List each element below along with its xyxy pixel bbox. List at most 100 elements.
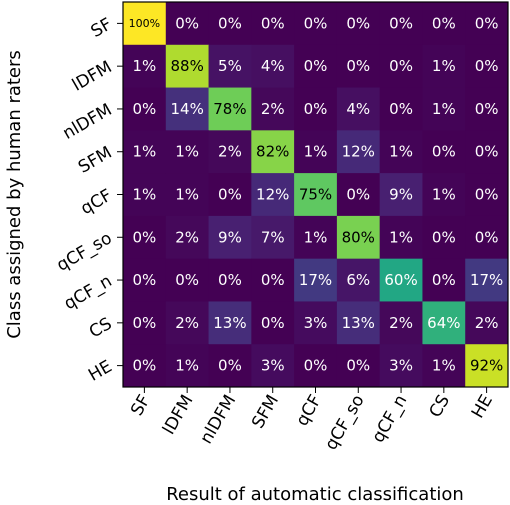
x-tick-label: qCF_so xyxy=(321,392,368,454)
heatmap-cell-r0-c5 xyxy=(336,2,381,46)
x-tick-label: nlDFM xyxy=(196,392,240,448)
cell-value-label: 0% xyxy=(261,14,285,32)
cell-value-label: 1% xyxy=(389,228,413,246)
cell-value-label: 0% xyxy=(475,228,499,246)
cell-value-label: 2% xyxy=(475,314,499,332)
heatmap-cell-r0-c1 xyxy=(165,2,210,46)
heatmap-cell-r7-c6 xyxy=(379,301,423,345)
cell-value-label: 1% xyxy=(132,57,156,75)
cell-value-label: 2% xyxy=(218,143,242,161)
cell-value-label: 0% xyxy=(261,314,285,332)
cell-value-label: 0% xyxy=(475,100,499,118)
x-tick-label: qCF xyxy=(292,392,326,430)
cell-value-label: 2% xyxy=(261,100,285,118)
heatmap-cell-r5-c6 xyxy=(379,215,423,260)
cell-value-label: 9% xyxy=(218,228,242,246)
y-tick-label: qCF_so xyxy=(53,228,115,275)
heatmap-cell-r2-c5 xyxy=(336,87,381,131)
heatmap-cell-r6-c1 xyxy=(165,258,210,302)
cell-value-label: 1% xyxy=(132,143,156,161)
heatmap-cell-r1-c7 xyxy=(422,44,466,89)
cell-value-label: 0% xyxy=(432,14,456,32)
cell-value-label: 12% xyxy=(342,143,375,161)
cell-value-label: 100% xyxy=(129,17,160,30)
cell-value-label: 0% xyxy=(432,228,456,246)
heatmap-cell-r0-c4 xyxy=(294,2,338,46)
cell-value-label: 0% xyxy=(304,100,328,118)
cell-value-label: 0% xyxy=(261,271,285,289)
heatmap-cell-r7-c5 xyxy=(336,301,381,345)
cell-value-label: 0% xyxy=(304,57,328,75)
heatmap-cell-r3-c5 xyxy=(336,130,381,174)
cell-value-label: 2% xyxy=(175,314,199,332)
heatmap-cell-r4-c4 xyxy=(294,173,338,217)
heatmap-cell-r0-c8 xyxy=(465,2,509,46)
cell-value-label: 80% xyxy=(342,228,375,246)
cell-value-label: 0% xyxy=(132,271,156,289)
cell-value-label: 13% xyxy=(213,314,246,332)
cell-value-label: 1% xyxy=(175,143,199,161)
x-axis-label: Result of automatic classification xyxy=(166,484,464,505)
x-tick-label: lDFM xyxy=(159,392,197,439)
heatmap-cell-r4-c6 xyxy=(379,173,423,217)
heatmap-cell-r2-c2 xyxy=(208,87,252,131)
cell-value-label: 6% xyxy=(346,271,370,289)
heatmap-cell-r3-c8 xyxy=(465,130,509,174)
heatmap-cell-r3-c1 xyxy=(165,130,210,174)
heatmap-cell-r6-c7 xyxy=(422,258,466,302)
heatmap-cell-r8-c7 xyxy=(422,344,466,388)
cell-value-label: 0% xyxy=(432,143,456,161)
cell-value-label: 3% xyxy=(304,314,328,332)
cell-value-label: 7% xyxy=(261,228,285,246)
cell-value-label: 4% xyxy=(346,100,370,118)
cell-value-label: 0% xyxy=(304,357,328,375)
heatmap-cell-r1-c2 xyxy=(208,44,252,89)
cell-value-label: 60% xyxy=(384,271,417,289)
y-tick-label: lDFM xyxy=(69,57,116,95)
heatmap-cell-r6-c5 xyxy=(336,258,381,302)
heatmap-cell-r6-c8 xyxy=(465,258,509,302)
heatmap-cell-r2-c6 xyxy=(379,87,423,131)
heatmap-cell-r1-c1 xyxy=(165,44,210,89)
heatmap-cell-r6-c2 xyxy=(208,258,252,302)
heatmap-cell-r4-c1 xyxy=(165,173,210,217)
heatmap-cell-r4-c8 xyxy=(465,173,509,217)
y-tick-label: CS xyxy=(86,314,116,343)
y-tick-label: qCF_n xyxy=(61,271,116,314)
y-tick-label: SF xyxy=(88,14,116,42)
cell-value-label: 82% xyxy=(256,143,289,161)
heatmap-cell-r3-c7 xyxy=(422,130,466,174)
cell-value-label: 75% xyxy=(299,186,332,204)
heatmap-cell-r8-c5 xyxy=(336,344,381,388)
heatmap-cell-r1-c6 xyxy=(379,44,423,89)
heatmap-cell-r0-c2 xyxy=(208,2,252,46)
cell-value-label: 1% xyxy=(175,186,199,204)
heatmap-cell-r6-c0 xyxy=(123,258,167,302)
heatmap-cell-r1-c0 xyxy=(123,44,167,89)
cell-value-label: 0% xyxy=(175,14,199,32)
heatmap-cell-r1-c5 xyxy=(336,44,381,89)
cell-value-label: 0% xyxy=(346,186,370,204)
cell-value-label: 13% xyxy=(342,314,375,332)
heatmap-cell-r5-c3 xyxy=(251,215,295,260)
heatmap-cell-r3-c0 xyxy=(123,130,167,174)
cell-value-label: 17% xyxy=(470,271,503,289)
cell-value-label: 1% xyxy=(432,100,456,118)
cell-value-label: 92% xyxy=(470,357,503,375)
heatmap-cell-r0-c6 xyxy=(379,2,423,46)
heatmap-cell-r8-c8 xyxy=(465,344,509,388)
cell-value-label: 0% xyxy=(218,186,242,204)
heatmap-cell-r6-c6 xyxy=(379,258,423,302)
cell-value-label: 64% xyxy=(427,314,460,332)
heatmap-cell-r2-c4 xyxy=(294,87,338,131)
heatmap-cell-r4-c3 xyxy=(251,173,295,217)
cell-value-label: 0% xyxy=(175,271,199,289)
cell-value-label: 0% xyxy=(389,57,413,75)
x-tick-label: SF xyxy=(127,392,155,420)
cell-value-label: 14% xyxy=(170,100,203,118)
heatmap-cell-r2-c7 xyxy=(422,87,466,131)
heatmap-cell-r0-c3 xyxy=(251,2,295,46)
heatmap-cell-r8-c1 xyxy=(165,344,210,388)
heatmap-cell-r8-c0 xyxy=(123,344,167,388)
